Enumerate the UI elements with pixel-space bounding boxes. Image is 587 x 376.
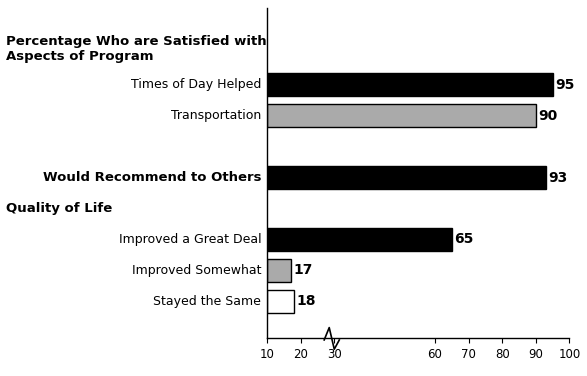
Text: Improved Somewhat: Improved Somewhat	[131, 264, 261, 277]
Text: 18: 18	[296, 294, 316, 308]
Text: Stayed the Same: Stayed the Same	[153, 295, 261, 308]
Text: Quality of Life: Quality of Life	[6, 202, 112, 215]
Text: Percentage Who are Satisfied with
Aspects of Program: Percentage Who are Satisfied with Aspect…	[6, 35, 266, 63]
Text: 95: 95	[555, 78, 575, 92]
Bar	[267, 228, 452, 251]
Text: 65: 65	[454, 232, 474, 246]
Text: Would Recommend to Others: Would Recommend to Others	[43, 171, 261, 184]
Bar	[267, 290, 294, 313]
Bar	[267, 259, 291, 282]
Text: Transportation: Transportation	[171, 109, 261, 122]
Bar	[267, 104, 536, 127]
Text: 93: 93	[549, 171, 568, 185]
Text: 90: 90	[538, 109, 558, 123]
Bar	[267, 166, 546, 189]
Text: Times of Day Helped: Times of Day Helped	[131, 78, 261, 91]
Bar	[267, 73, 552, 96]
Text: 17: 17	[294, 263, 313, 277]
Text: Improved a Great Deal: Improved a Great Deal	[119, 233, 261, 246]
